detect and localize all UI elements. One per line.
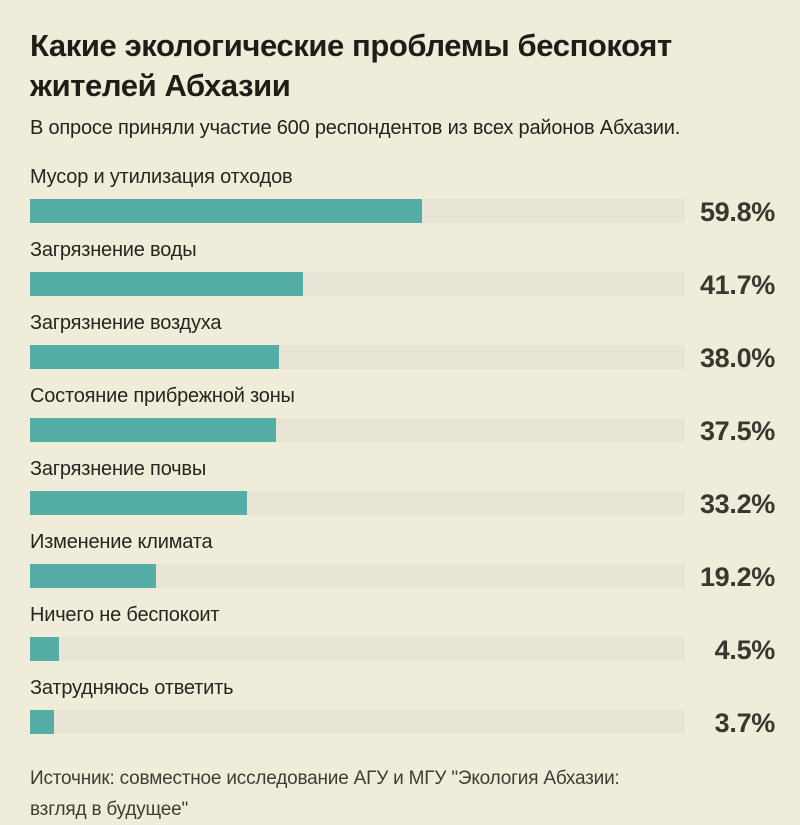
bar-line: 37.5% (30, 414, 775, 446)
bar-value-label: 33.2% (699, 489, 775, 519)
bar-row: Ничего не беспокоит 4.5% (30, 603, 776, 665)
source-note: Источник: совместное исследование АГУ и … (30, 763, 775, 825)
category-label: Состояние прибрежной зоны (30, 385, 295, 407)
category-label: Загрязнение почвы (30, 458, 206, 480)
bar-track (30, 563, 685, 588)
category-label: Мусор и утилизация отходов (30, 166, 293, 188)
page-title: Какие экологические проблемы беспокоят ж… (30, 26, 775, 106)
bar-fill (30, 709, 55, 734)
category-label: Ничего не беспокоит (30, 604, 220, 626)
bar-track (30, 417, 685, 442)
bar-track (30, 490, 685, 515)
bar-row: Состояние прибрежной зоны 37.5% (30, 384, 775, 446)
bar-row: Изменение климата 19.2% (30, 530, 775, 592)
bar-fill (30, 198, 422, 223)
bar-fill (30, 271, 304, 296)
bar-value-label: 37.5% (699, 416, 775, 446)
category-label: Изменение климата (30, 531, 213, 553)
bar-value-label: 41.7% (699, 270, 775, 300)
bar-fill (30, 563, 156, 588)
bar-row: Загрязнение почвы 33.2% (30, 457, 775, 519)
chart-subtitle: В опросе приняли участие 600 респонденто… (30, 117, 681, 139)
bar-track (30, 344, 685, 369)
bar-fill (30, 636, 60, 661)
bar-row: Затрудняюсь ответить 3.7% (30, 676, 776, 738)
bar-chart: Мусор и утилизация отходов 59.8% Загрязн… (30, 165, 776, 738)
bar-value-label: 38.0% (699, 343, 775, 373)
bar-value-label: 19.2% (699, 562, 775, 592)
page-title-line-1: Какие экологические проблемы беспокоят (30, 28, 672, 63)
source-note-line-1: Источник: совместное исследование АГУ и … (30, 768, 620, 789)
bar-track (30, 198, 685, 223)
category-label: Загрязнение воздуха (30, 312, 222, 334)
bar-line: 3.7% (30, 706, 776, 738)
bar-line: 41.7% (30, 268, 775, 300)
bar-line: 38.0% (30, 341, 775, 373)
source-note-line-2: взгляд в будущее" (30, 799, 189, 820)
bar-track (30, 271, 685, 296)
category-label: Загрязнение воды (30, 239, 197, 261)
bar-row: Загрязнение воздуха 38.0% (30, 311, 775, 373)
bar-line: 59.8% (30, 195, 775, 227)
bar-value-label: 4.5% (714, 635, 776, 665)
bar-line: 19.2% (30, 560, 775, 592)
bar-value-label: 59.8% (699, 197, 775, 227)
bar-fill (30, 344, 279, 369)
page-title-line-2: жителей Абхазии (30, 68, 291, 103)
bar-value-label: 3.7% (714, 708, 776, 738)
bar-fill (30, 417, 276, 442)
bar-row: Загрязнение воды 41.7% (30, 238, 775, 300)
bar-line: 33.2% (30, 487, 775, 519)
bar-track (30, 709, 685, 734)
bar-track (30, 636, 685, 661)
category-label: Затрудняюсь ответить (30, 677, 234, 699)
bar-row: Мусор и утилизация отходов 59.8% (30, 165, 775, 227)
bar-line: 4.5% (30, 633, 776, 665)
bar-fill (30, 490, 248, 515)
